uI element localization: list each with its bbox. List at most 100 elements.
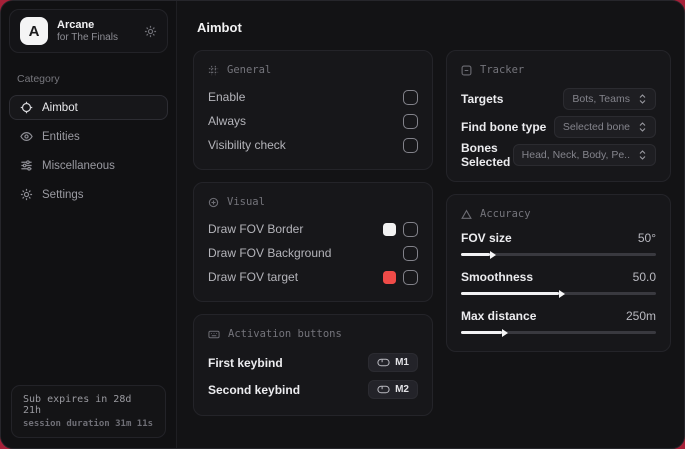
activation-buttons-card: Activation buttons First keybind M1	[193, 314, 433, 416]
sidebar-nav: Aimbot Entities	[1, 93, 176, 209]
fov-size-slider[interactable]	[461, 247, 656, 259]
chevrons-up-down-icon	[638, 94, 647, 104]
session-duration-text: session duration 31m 11s	[23, 419, 154, 429]
general-card-header: General	[208, 64, 418, 76]
setting-label: Visibility check	[208, 138, 286, 152]
dropdown-value: Head, Neck, Body, Pe..	[521, 149, 630, 161]
brand-logo: A	[20, 17, 48, 45]
sidebar-item-aimbot[interactable]: Aimbot	[9, 95, 168, 120]
enable-checkbox[interactable]	[403, 89, 418, 105]
card-title: Tracker	[480, 64, 525, 76]
color-swatch-white[interactable]	[383, 222, 396, 236]
accuracy-card-header: Accuracy	[461, 208, 656, 220]
slider-value: 50.0	[632, 270, 656, 284]
setting-row-always: Always	[208, 109, 418, 133]
slider-value: 250m	[625, 309, 656, 323]
setting-label: Find bone type	[461, 120, 547, 134]
first-keybind-button[interactable]: M1	[368, 353, 418, 372]
setting-label: Draw FOV Border	[208, 222, 304, 236]
dropdown-value: Bots, Teams	[572, 93, 630, 105]
brand-logo-letter: A	[28, 22, 40, 40]
sidebar: A Arcane for The Finals Category	[1, 1, 177, 448]
setting-row-second-keybind: Second keybind M2	[208, 376, 418, 403]
targets-dropdown[interactable]: Bots, Teams	[563, 88, 656, 110]
setting-row-smoothness: Smoothness 50.0	[461, 268, 656, 298]
category-label: Category	[17, 73, 60, 85]
card-title: Activation buttons	[228, 328, 342, 340]
sidebar-item-label: Aimbot	[42, 101, 78, 114]
sidebar-item-label: Entities	[42, 130, 80, 143]
tracker-card-header: Tracker	[461, 64, 656, 76]
mouse-icon	[377, 385, 390, 394]
subscription-box: Sub expires in 28d 21h session duration …	[11, 385, 166, 438]
setting-row-visibility-check: Visibility check	[208, 133, 418, 157]
setting-row-targets: Targets Bots, Teams	[461, 85, 656, 113]
setting-label: Max distance	[461, 309, 537, 323]
color-swatch-red[interactable]	[383, 270, 396, 284]
setting-row-max-distance: Max distance 250m	[461, 307, 656, 337]
mouse-icon	[377, 358, 390, 367]
brand-name: Arcane	[57, 19, 95, 31]
sidebar-item-entities[interactable]: Entities	[9, 124, 168, 149]
visibility-check-checkbox[interactable]	[403, 137, 418, 153]
setting-row-fov-target: Draw FOV target	[208, 265, 418, 289]
sliders-icon	[20, 159, 33, 172]
grid-icon	[208, 65, 219, 76]
setting-row-fov-background: Draw FOV Background	[208, 241, 418, 265]
sidebar-item-label: Settings	[42, 188, 84, 201]
scan-icon	[461, 65, 472, 76]
sidebar-item-settings[interactable]: Settings	[9, 182, 168, 207]
slider-fill	[461, 292, 559, 295]
main-content: Aimbot General Enable	[177, 1, 684, 448]
bones-selected-dropdown[interactable]: Head, Neck, Body, Pe..	[512, 144, 656, 166]
sidebar-item-label: Miscellaneous	[42, 159, 115, 172]
setting-row-first-keybind: First keybind M1	[208, 349, 418, 376]
gear-icon	[20, 188, 33, 201]
sub-expiry-text: Sub expires in 28d 21h	[23, 394, 132, 416]
brand-settings-icon[interactable]	[144, 25, 157, 38]
brand-card: A Arcane for The Finals	[9, 9, 168, 53]
always-checkbox[interactable]	[403, 113, 418, 129]
setting-label: Draw FOV Background	[208, 246, 332, 260]
setting-label: Enable	[208, 90, 246, 104]
brand-subtitle: for The Finals	[57, 32, 118, 43]
setting-label: Bones Selected	[461, 141, 511, 169]
fov-target-checkbox[interactable]	[403, 269, 418, 285]
eye-icon	[208, 197, 219, 208]
dropdown-value: Selected bone	[562, 121, 630, 133]
fov-border-checkbox[interactable]	[403, 221, 418, 237]
card-title: Accuracy	[480, 208, 531, 220]
setting-row-fov-border: Draw FOV Border	[208, 217, 418, 241]
card-title: General	[227, 64, 272, 76]
setting-label: Targets	[461, 92, 504, 106]
find-bone-type-dropdown[interactable]: Selected bone	[553, 116, 656, 138]
brand-text: Arcane for The Finals	[57, 19, 135, 43]
setting-label: FOV size	[461, 231, 512, 245]
setting-label: Draw FOV target	[208, 270, 299, 284]
setting-row-enable: Enable	[208, 85, 418, 109]
keybind-value: M2	[395, 384, 409, 395]
general-card: General Enable Always Visibility check	[193, 50, 433, 170]
keybind-value: M1	[395, 357, 409, 368]
slider-value: 50°	[637, 231, 656, 245]
max-distance-slider[interactable]	[461, 325, 656, 337]
visual-card: Visual Draw FOV Border Draw FOV Backgrou…	[193, 182, 433, 302]
setting-label: First keybind	[208, 355, 283, 370]
setting-row-bones-selected: Bones Selected Head, Neck, Body, Pe..	[461, 141, 656, 169]
second-keybind-button[interactable]: M2	[368, 380, 418, 399]
slider-track	[461, 331, 656, 334]
smoothness-slider[interactable]	[461, 286, 656, 298]
activation-card-header: Activation buttons	[208, 328, 418, 340]
sidebar-item-miscellaneous[interactable]: Miscellaneous	[9, 153, 168, 178]
slider-fill	[461, 253, 491, 256]
chevrons-up-down-icon	[638, 150, 647, 160]
fov-background-checkbox[interactable]	[403, 245, 418, 261]
keyboard-icon	[208, 329, 220, 340]
setting-label: Second keybind	[208, 382, 301, 397]
tracker-card: Tracker Targets Bots, Teams	[446, 50, 671, 182]
accuracy-card: Accuracy FOV size 50°	[446, 194, 671, 352]
crosshair-icon	[20, 101, 33, 114]
setting-label: Smoothness	[461, 270, 534, 284]
setting-label: Always	[208, 114, 247, 128]
